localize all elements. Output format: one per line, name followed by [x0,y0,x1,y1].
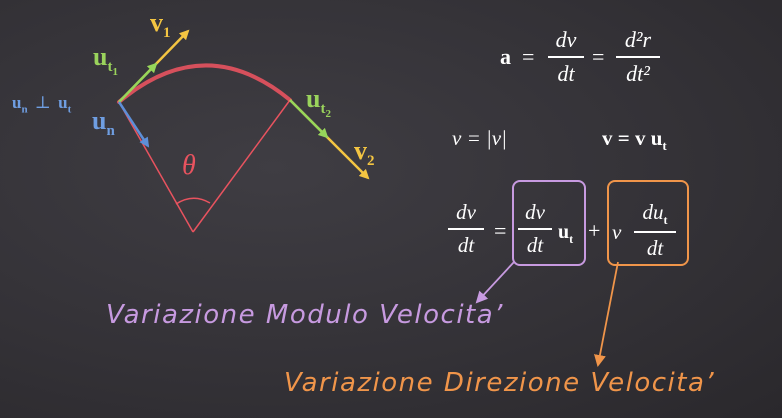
v1-label-main: v [150,8,163,37]
fraction-bar [518,228,552,230]
ut2-sub: t [320,101,326,118]
deriv-lhs-num: dv [456,200,476,224]
term2-factor: v [612,220,622,244]
theta-arc [175,197,211,205]
plus-sign: + [588,218,601,243]
perp-symbol: ⊥ [34,93,51,112]
accel-lhs: a [500,44,511,69]
term2-fraction: dut dt [634,200,676,261]
deriv-lhs-den: dt [457,232,475,257]
fraction-bar [548,56,584,58]
ut1-vector [118,62,158,103]
term1-factor-main: u [558,221,570,243]
term1-fraction: dv dt [518,200,552,258]
term1-factor: ut [558,222,573,245]
v2-label-main: v [354,136,367,165]
fraction-bar [448,228,484,230]
term2-den: dt [646,235,664,260]
ut1-label: ut1 [93,44,118,78]
ut1-sub: t [107,59,113,76]
perp-rhs: u [58,93,68,112]
un-label-main: u [92,106,107,135]
perp-rhs-sub: t [67,103,72,116]
ut1-label-sub: t1 [107,59,118,79]
ut2-label: ut2 [306,86,331,120]
speed-definition: v = |v| [452,126,507,150]
v1-label-sub: 1 [163,25,171,42]
ut2-label-main: u [306,84,321,113]
term2-num: du [642,200,664,224]
fraction-bar [634,231,676,233]
perp-relation: un ⊥ ut [12,94,71,115]
perp-lhs: u [12,93,22,112]
ut1-label-main: u [93,42,108,71]
accel-f2-den: dt² [626,60,650,86]
radius-left [118,101,194,233]
accel-f1-num: dv [555,27,577,52]
accel-f2-num: d²r [624,27,652,52]
direzione-annotation: Variazione Direzione Velocita’ [284,368,716,398]
theta-label: θ [182,150,196,181]
un-vector [117,101,150,148]
fraction-bar [616,56,660,58]
modulo-arrow [475,261,515,304]
radius-right [192,99,291,233]
modulo-annotation: Variazione Modulo Velocita’ [106,300,504,330]
deriv-equals: = [494,218,507,243]
trajectory-arc [117,63,292,104]
modulo-highlight-box [512,180,586,266]
velocity-def-main: v = v u [602,126,663,150]
direzione-highlight-box [607,180,689,266]
ut2-vector [289,99,329,139]
term1-factor-sub: t [569,232,574,246]
ut2-subsub: 2 [325,108,331,121]
accel-eq1: = [522,44,535,69]
un-label-sub: n [106,123,115,140]
accel-eq2: = [592,44,605,69]
velocity-definition: v = v ut [602,126,667,154]
ut2-label-sub: t2 [320,101,331,121]
v2-label-sub: 2 [367,153,375,170]
un-label: un [92,108,115,139]
velocity-def-sub: t [662,138,667,154]
v1-label: v1 [150,10,171,41]
direzione-arrow [594,261,619,367]
accel-fraction-1: dv dt [548,27,584,87]
accel-fraction-2: d²r dt² [616,27,660,87]
term2-num-sub: t [663,213,668,228]
term2-num-wrap: dut [634,200,676,228]
accel-f1-den: dt [557,60,575,86]
term1-num: dv [525,200,545,224]
v2-label: v2 [354,138,375,169]
ut1-subsub: 1 [112,66,118,79]
deriv-lhs-fraction: dv dt [448,200,484,258]
perp-lhs-sub: n [21,103,28,116]
term1-den: dt [526,232,544,257]
